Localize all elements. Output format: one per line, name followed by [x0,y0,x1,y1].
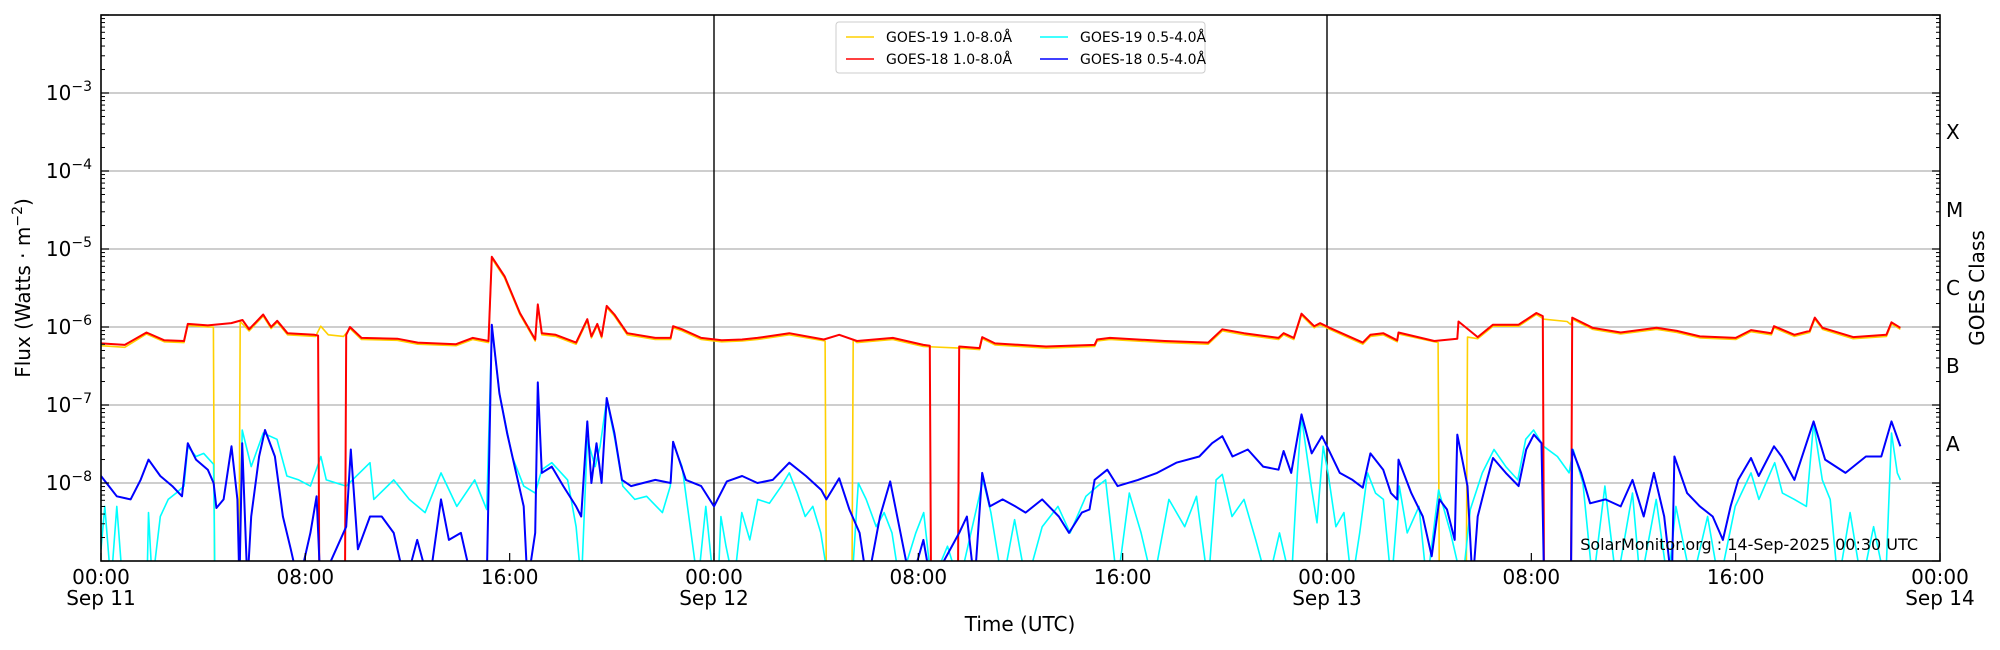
y-tick-exponent: −4 [71,157,92,173]
y-axis-label-exponent: −2 [10,206,26,227]
x-tick-label-date: Sep 12 [679,586,749,610]
x-tick-label-date: Sep 11 [66,586,136,610]
series-line-2 [101,255,1901,561]
x-tick-label-time: 00:00 [1911,565,1969,589]
goes-class-c: C [1946,276,1960,300]
legend-box [835,21,1206,74]
goes-class-b: B [1946,354,1960,378]
y-tick-base: 10 [46,471,71,495]
y-tick-exponent: −6 [71,313,92,329]
legend-label-2: GOES-18 1.0-8.0Å [886,51,1012,68]
legend-label-1: GOES-19 0.5-4.0Å [1080,29,1206,46]
x-tick-label-time: 00:00 [72,565,130,589]
y-tick-base: 10 [46,315,71,339]
plot-frame [100,14,1941,562]
y-tick-label: 10−8 [46,469,92,495]
y-tick-base: 10 [46,237,71,261]
x-axis-label: Time (UTC) [964,612,1076,636]
x-tick-label-time: 00:00 [1298,565,1356,589]
series-group [101,255,1902,561]
y-axis-label-main: Flux (Watts · m [11,227,35,378]
x-tick-label-time: 08:00 [277,565,335,589]
goes-class-x: X [1946,120,1960,144]
goes-class-a: A [1946,432,1960,456]
x-tick-label-time: 08:00 [890,565,948,589]
goes-class-m: M [1946,198,1963,222]
legend-label-3: GOES-18 0.5-4.0Å [1080,51,1206,68]
y-tick-exponent: −8 [71,469,92,485]
x-tick-label-date: Sep 13 [1292,586,1362,610]
y-tick-exponent: −3 [71,79,92,95]
legend-label-0: GOES-19 1.0-8.0Å [886,29,1012,46]
y-tick-base: 10 [46,81,71,105]
plot-area [101,15,1940,561]
y-tick-label: 10−5 [46,235,92,261]
y-tick-label: 10−4 [46,157,92,183]
y-tick-label: 10−3 [46,79,92,105]
y-tick-exponent: −7 [71,391,92,407]
y-tick-base: 10 [46,393,71,417]
y-axis-label: Flux (Watts · m−2) [10,198,35,378]
y-axis-label-close: ) [11,198,35,206]
y-tick-labels: 10−310−410−510−610−710−8 [46,79,92,495]
x-tick-label-time: 16:00 [1094,565,1152,589]
legend: GOES-19 1.0-8.0Å GOES-19 0.5-4.0Å GOES-18 … [835,21,1206,74]
goes-class-labels: X M C B A [1946,120,1963,456]
x-tick-label-date: Sep 14 [1905,586,1975,610]
x-tick-label-time: 16:00 [1707,565,1765,589]
x-tick-label-time: 08:00 [1503,565,1561,589]
y-tick-label: 10−7 [46,391,92,417]
y-tick-label: 10−6 [46,313,92,339]
y-tick-base: 10 [46,159,71,183]
watermark-annotation: SolarMonitor.org : 14-Sep-2025 00:30 UTC [1580,535,1918,554]
y-tick-exponent: −5 [71,235,92,251]
series-line-0 [101,257,1901,561]
right-axis-label: GOES Class [1965,230,1989,346]
x-tick-label-time: 00:00 [685,565,743,589]
x-tick-label-time: 16:00 [481,565,539,589]
